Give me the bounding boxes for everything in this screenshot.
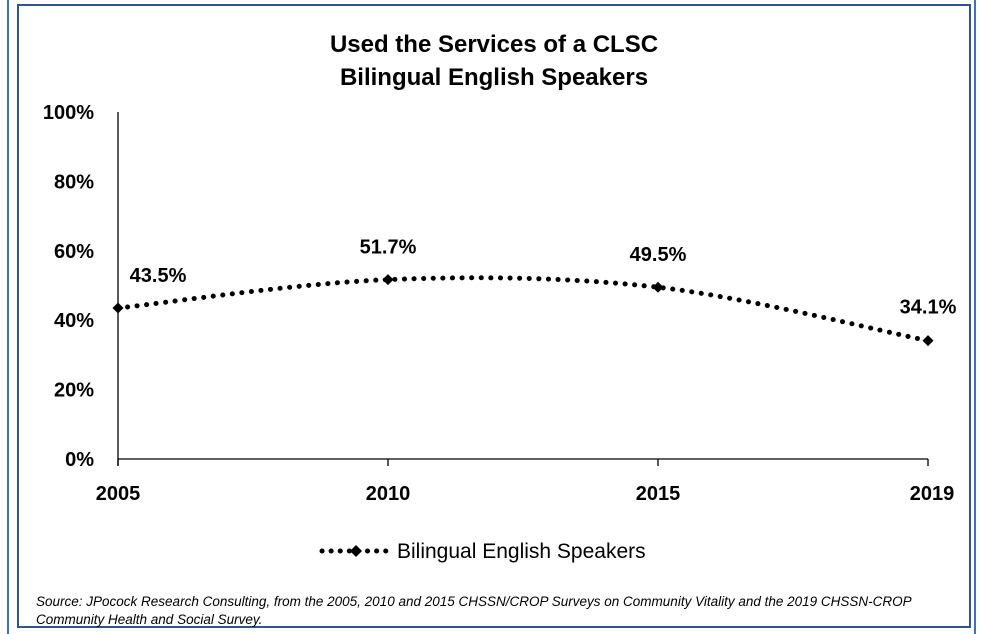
axes [117, 112, 929, 466]
data-label: 43.5% [130, 265, 187, 287]
x-tick-label: 2005 [96, 483, 141, 505]
x-axis-tick-labels: 2005 2010 2015 2019 [96, 483, 955, 505]
data-points [112, 274, 934, 347]
y-tick-label: 80% [54, 171, 94, 193]
x-tick-label: 2015 [636, 483, 681, 505]
left-panel-edge [0, 0, 9, 634]
x-tick-label: 2010 [366, 483, 411, 505]
series-line [115, 275, 931, 344]
data-point [112, 302, 124, 314]
right-panel-edge [974, 0, 981, 634]
data-point [382, 274, 394, 286]
series-line-group [115, 275, 931, 344]
y-axis-tick-labels: 0% 20% 40% 60% 80% 100% [43, 102, 94, 471]
x-tick-label: 2019 [910, 483, 955, 505]
data-label: 51.7% [360, 237, 417, 259]
legend-marker-diamond [350, 545, 362, 557]
data-label: 49.5% [630, 244, 687, 266]
legend: Bilingual English Speakers [319, 540, 646, 563]
chart-title: Used the Services of a CLSC [330, 31, 658, 58]
chart-subtitle: Bilingual English Speakers [340, 64, 648, 91]
source-note: Source: JPocock Research Consulting, fro… [36, 594, 912, 627]
y-tick-label: 0% [65, 449, 94, 471]
y-tick-label: 40% [54, 310, 94, 332]
y-tick-label: 100% [43, 102, 94, 124]
data-point [652, 281, 664, 293]
data-label: 34.1% [900, 297, 957, 319]
y-tick-label: 20% [54, 380, 94, 402]
y-tick-label: 60% [54, 241, 94, 263]
legend-entry-label: Bilingual English Speakers [397, 540, 646, 563]
data-labels: 43.5% 51.7% 49.5% 34.1% [130, 237, 957, 319]
data-point [922, 335, 934, 347]
